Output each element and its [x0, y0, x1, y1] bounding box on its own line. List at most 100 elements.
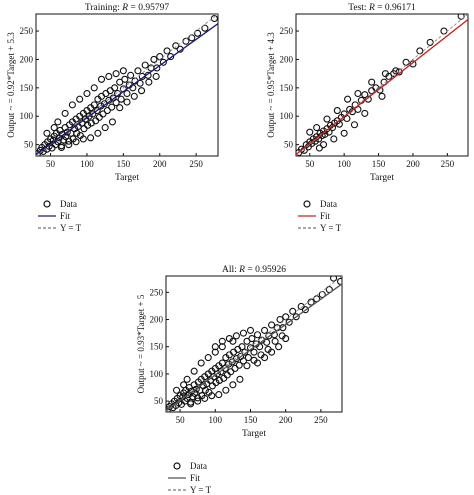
- data-point: [344, 95, 352, 103]
- data-point: [150, 55, 158, 63]
- y-tick-label: 250: [150, 287, 164, 297]
- data-point: [364, 95, 372, 103]
- x-tick-label: 250: [441, 159, 455, 169]
- y-tick-label: 200: [280, 54, 294, 64]
- fit-line: [166, 283, 342, 411]
- x-tick-label: 250: [189, 159, 203, 169]
- y-tick-label: 200: [20, 54, 34, 64]
- data-point: [108, 118, 116, 126]
- data-point: [323, 115, 331, 123]
- data-point: [194, 29, 202, 37]
- data-point: [248, 335, 256, 343]
- data-point: [83, 89, 91, 98]
- data-point: [192, 385, 200, 393]
- data-point: [426, 38, 434, 46]
- data-point: [215, 376, 224, 384]
- data-point: [130, 92, 138, 100]
- y-axis-label: Output ~ = 0.93*Target + 5: [136, 294, 146, 393]
- data-point: [190, 367, 198, 375]
- data-point: [89, 110, 97, 118]
- data-point: [239, 329, 247, 337]
- data-point: [246, 326, 255, 334]
- data-point: [152, 72, 160, 81]
- regression-panel-3: 50 100 150 200 250 50 100 150 200 250 All: R = 0.9…: [136, 265, 343, 495]
- data-point: [361, 109, 369, 117]
- x-axis-label: Target: [242, 429, 266, 439]
- y-axis-label: Output ~ = 0.92*Target + 5.3: [6, 32, 16, 138]
- data-point: [173, 386, 181, 394]
- x-tick-label: 100: [80, 159, 94, 169]
- data-point: [261, 354, 269, 362]
- y-axis-label: Output ~ = 0.95*Target + 4.3: [266, 32, 276, 138]
- data-point: [116, 104, 124, 112]
- data-point: [99, 110, 107, 118]
- y-tick-label: 200: [150, 315, 164, 325]
- data-point: [263, 338, 271, 346]
- data-point: [244, 354, 252, 362]
- data-point: [94, 129, 102, 137]
- data-point: [141, 61, 149, 69]
- data-point: [271, 337, 279, 345]
- x-tick-label: 50: [305, 159, 315, 169]
- x-tick-label: 200: [153, 159, 167, 169]
- data-point: [76, 95, 84, 103]
- data-point: [145, 78, 153, 86]
- legend-label-data: Data: [320, 199, 337, 209]
- data-point: [333, 107, 341, 115]
- data-point: [61, 109, 69, 117]
- data-point: [229, 337, 237, 345]
- data-point: [85, 112, 93, 120]
- legend-data-marker: [173, 462, 181, 470]
- data-point: [201, 386, 209, 394]
- data-point: [238, 343, 246, 351]
- data-point: [289, 307, 297, 315]
- data-point: [90, 84, 98, 92]
- data-point: [180, 381, 188, 389]
- data-point: [103, 107, 111, 115]
- x-tick-label: 150: [117, 159, 131, 169]
- data-point: [93, 107, 101, 115]
- data-point: [253, 331, 262, 339]
- data-point: [183, 375, 191, 383]
- data-point: [368, 78, 376, 86]
- data-point: [268, 348, 276, 356]
- data-point: [187, 400, 195, 408]
- data-point: [279, 324, 287, 332]
- legend-label-identity: Y = T: [60, 223, 82, 233]
- legend-label-fit: Fit: [190, 473, 201, 483]
- data-point: [340, 129, 348, 137]
- data-point: [204, 354, 212, 362]
- x-tick-label: 150: [244, 415, 258, 425]
- data-point: [350, 121, 359, 129]
- data-point: [63, 128, 71, 136]
- data-point: [121, 75, 129, 83]
- data-point: [232, 355, 240, 363]
- data-point: [212, 379, 220, 387]
- chart-title: Test: R = 0.96171: [348, 3, 416, 13]
- data-point: [330, 135, 338, 143]
- legend: Data Fit Y = T: [298, 199, 342, 233]
- data-point: [172, 42, 180, 50]
- data-point: [306, 128, 314, 136]
- data-point: [213, 370, 221, 378]
- data-point: [292, 313, 300, 321]
- data-point: [409, 60, 417, 68]
- data-point: [457, 14, 465, 20]
- data-point: [134, 67, 142, 75]
- y-tick-label: 150: [20, 83, 34, 93]
- legend-label-data: Data: [190, 461, 207, 471]
- x-tick-label: 200: [406, 159, 420, 169]
- data-point: [307, 298, 315, 306]
- data-point: [68, 101, 76, 109]
- legend-label-fit: Fit: [60, 211, 71, 221]
- data-point: [201, 394, 209, 402]
- data-point: [218, 343, 226, 351]
- data-point: [54, 118, 62, 126]
- data-point: [57, 143, 66, 152]
- data-point: [275, 343, 283, 351]
- data-point: [261, 326, 269, 334]
- data-point: [90, 101, 98, 109]
- data-point: [194, 394, 202, 402]
- data-point: [73, 129, 81, 137]
- data-point: [378, 92, 386, 100]
